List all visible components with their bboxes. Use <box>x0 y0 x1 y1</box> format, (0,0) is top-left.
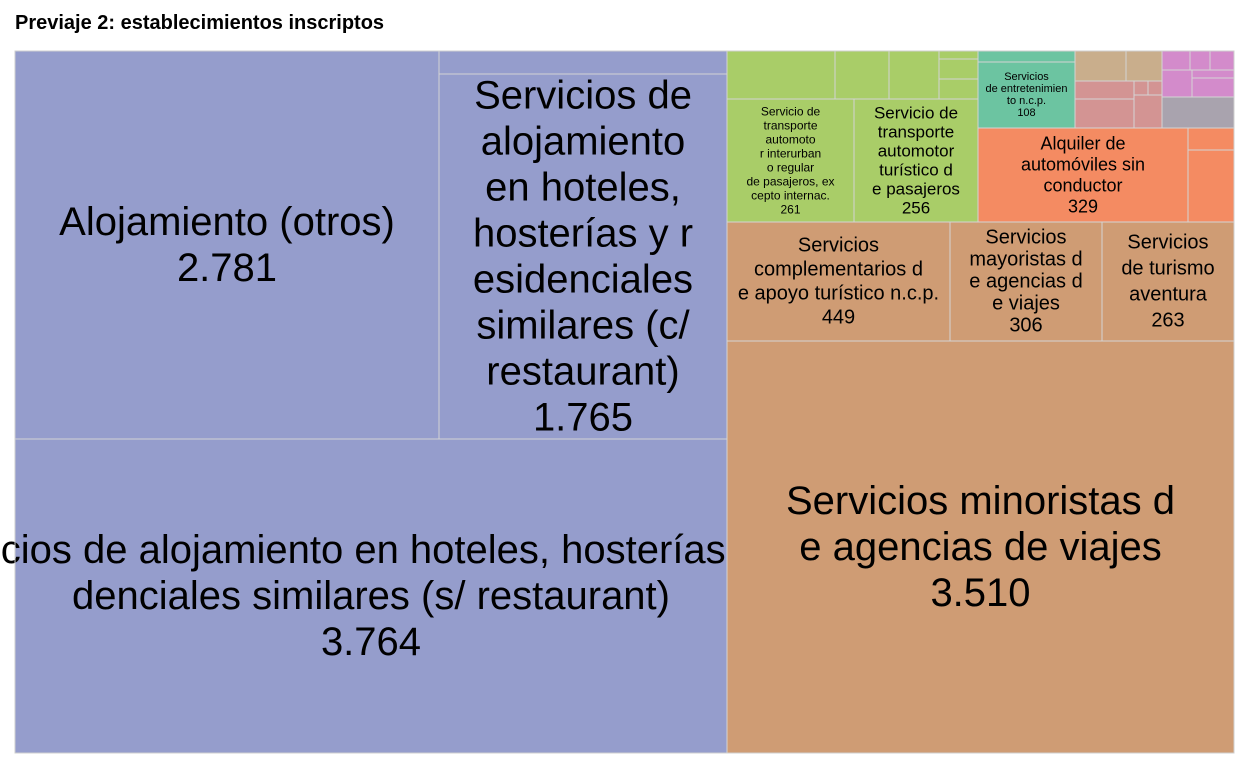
cell-label: Servicios de turismo aventura 263 <box>1121 232 1214 332</box>
treemap-cell <box>1191 69 1235 79</box>
treemap-cell <box>938 58 979 80</box>
treemap-cell <box>1209 50 1235 71</box>
treemap-cell <box>1125 50 1163 82</box>
treemap-cell <box>1187 149 1235 223</box>
cell-label: Alquiler de automóviles sin conductor 329 <box>1021 134 1145 217</box>
cell-label: Servicios de entretenimien to n.c.p. 108 <box>986 71 1068 119</box>
treemap-cell <box>726 98 855 223</box>
cell-label: Servicios de alojamiento en hoteles, hoster… <box>473 74 693 440</box>
treemap-cell <box>726 50 836 100</box>
treemap-cell <box>1133 80 1149 96</box>
treemap-cell <box>1133 94 1163 129</box>
treemap-frame <box>14 50 1235 754</box>
treemap-cell <box>949 221 1103 342</box>
treemap-cell <box>726 221 951 342</box>
treemap-cell <box>14 50 440 440</box>
treemap-cell <box>726 340 1235 754</box>
chart-title: Previaje 2: establecimientos inscriptos <box>15 12 385 34</box>
treemap-cell <box>888 50 940 100</box>
treemap-cell <box>438 50 728 75</box>
treemap-cell <box>1161 69 1193 98</box>
treemap-cell <box>1189 50 1211 71</box>
treemap-cell <box>1101 221 1235 342</box>
cell-label: Servicio de transporte automotor turístico … <box>872 104 960 218</box>
treemap-cell <box>1074 80 1135 100</box>
treemap-cell <box>853 98 979 223</box>
treemap-cell <box>1191 77 1235 98</box>
cell-label: Servicios de alojamiento en hoteles, hos… <box>0 528 832 664</box>
treemap-cell <box>1074 50 1127 82</box>
treemap-cell <box>938 78 979 100</box>
treemap-cell <box>1074 98 1135 129</box>
treemap-cell <box>938 50 979 60</box>
cell-label: Servicio de transporte automoto r interurba… <box>746 105 834 217</box>
treemap-cell <box>834 50 890 100</box>
treemap-cell <box>1161 96 1235 129</box>
treemap-cell <box>1161 50 1191 71</box>
cell-label: Alojamiento (otros) 2.781 <box>59 200 395 290</box>
treemap-cell <box>1187 127 1235 151</box>
treemap-cell <box>977 50 1076 63</box>
treemap-cell <box>1147 80 1163 96</box>
